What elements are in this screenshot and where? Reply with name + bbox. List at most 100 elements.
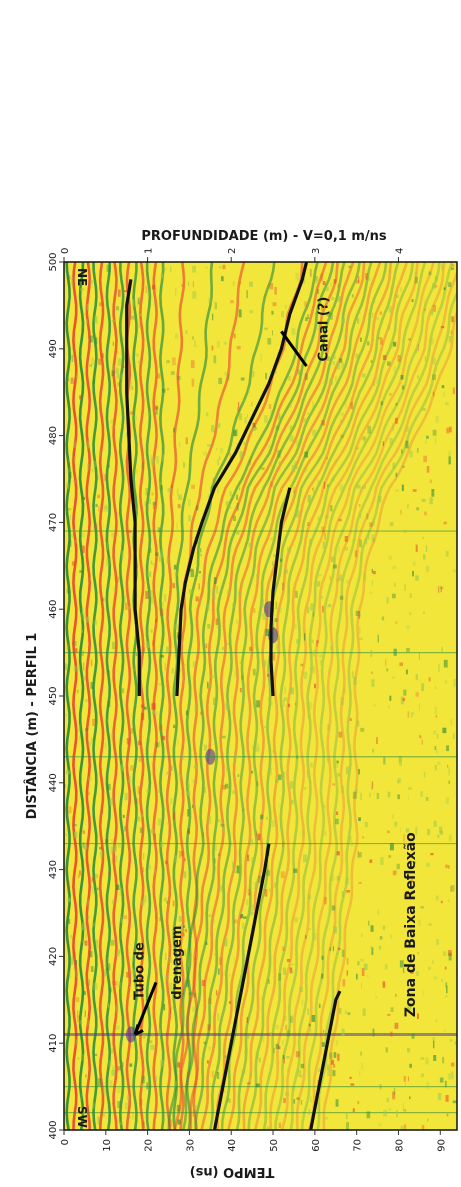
- noise-speck: [361, 1063, 364, 1070]
- noise-speck: [186, 790, 191, 796]
- sw-marker: SW: [75, 1106, 89, 1128]
- noise-speck: [82, 991, 86, 995]
- noise-speck: [157, 683, 162, 686]
- noise-speck: [436, 733, 439, 740]
- noise-speck: [333, 279, 337, 284]
- noise-speck: [324, 896, 327, 905]
- noise-speck: [145, 488, 149, 496]
- noise-speck: [106, 542, 108, 550]
- noise-speck: [261, 467, 265, 470]
- noise-speck: [156, 455, 159, 464]
- noise-speck: [406, 648, 410, 653]
- noise-speck: [213, 698, 215, 705]
- noise-speck: [361, 982, 362, 989]
- noise-speck: [179, 969, 182, 977]
- noise-speck: [452, 1100, 457, 1104]
- noise-speck: [201, 979, 206, 987]
- noise-speck: [394, 417, 398, 424]
- noise-speck: [73, 480, 76, 483]
- noise-speck: [399, 762, 402, 766]
- noise-speck: [115, 367, 119, 374]
- noise-speck: [424, 356, 427, 361]
- noise-speck: [129, 1063, 133, 1067]
- noise-speck: [122, 337, 125, 342]
- noise-speck: [431, 309, 434, 315]
- noise-speck: [444, 1080, 447, 1088]
- noise-speck: [274, 370, 277, 374]
- noise-speck: [326, 456, 328, 460]
- noise-speck: [362, 1008, 366, 1016]
- noise-speck: [398, 756, 402, 763]
- noise-speck: [66, 468, 71, 473]
- noise-speck: [361, 933, 363, 938]
- horizon-line-h3: [269, 487, 292, 697]
- noise-speck: [331, 297, 334, 301]
- noise-speck: [410, 712, 413, 718]
- noise-speck: [452, 569, 457, 573]
- noise-speck: [318, 1003, 321, 1008]
- time-axis-title: TEMPO (ns): [190, 1164, 275, 1179]
- noise-speck: [67, 508, 72, 511]
- noise-speck: [251, 401, 253, 407]
- noise-speck: [110, 846, 115, 854]
- noise-speck: [90, 737, 93, 745]
- noise-speck: [218, 853, 220, 857]
- noise-speck: [146, 1082, 149, 1090]
- noise-speck: [218, 885, 223, 892]
- noise-speck: [90, 659, 93, 667]
- noise-speck: [67, 897, 71, 902]
- horizon-line-h2: [175, 261, 309, 697]
- noise-speck: [369, 522, 373, 527]
- noise-speck: [280, 871, 285, 879]
- noise-speck: [137, 297, 140, 305]
- noise-speck: [301, 999, 304, 1006]
- noise-speck: [112, 980, 117, 985]
- noise-speck: [300, 1063, 305, 1069]
- noise-speck: [400, 509, 402, 515]
- noise-speck: [371, 679, 375, 687]
- noise-speck: [422, 536, 424, 539]
- noise-speck: [361, 967, 365, 976]
- noise-speck: [418, 919, 421, 927]
- noise-speck: [446, 1113, 449, 1117]
- noise-speck: [122, 365, 125, 368]
- noise-speck: [251, 770, 254, 774]
- noise-speck: [422, 990, 424, 996]
- noise-speck: [155, 1075, 157, 1082]
- noise-speck: [341, 949, 345, 957]
- noise-speck: [421, 1125, 425, 1130]
- noise-speck: [117, 1101, 121, 1108]
- noise-speck: [141, 604, 143, 608]
- noise-speck: [89, 577, 91, 580]
- noise-speck: [192, 1006, 196, 1012]
- noise-speck: [107, 464, 110, 468]
- noise-speck: [75, 648, 78, 653]
- noise-speck: [450, 1062, 455, 1067]
- noise-speck: [273, 1047, 275, 1054]
- noise-speck: [291, 464, 296, 473]
- noise-speck: [122, 1061, 124, 1068]
- noise-speck: [193, 765, 198, 769]
- noise-speck: [350, 402, 354, 410]
- reflection-band: [98, 262, 105, 1130]
- noise-speck: [82, 842, 85, 848]
- noise-speck: [435, 416, 440, 423]
- noise-speck: [399, 960, 404, 968]
- noise-speck: [160, 1059, 165, 1068]
- noise-speck: [448, 450, 452, 457]
- noise-speck: [378, 1123, 382, 1127]
- noise-speck: [217, 1013, 220, 1021]
- noise-speck: [433, 730, 437, 735]
- noise-speck: [382, 981, 386, 988]
- noise-speck: [88, 791, 90, 796]
- noise-speck: [392, 870, 397, 876]
- noise-speck: [395, 403, 398, 406]
- noise-speck: [360, 513, 362, 519]
- noise-speck: [335, 760, 339, 768]
- noise-speck: [314, 683, 316, 689]
- noise-speck: [388, 306, 392, 313]
- noise-speck: [371, 784, 373, 791]
- noise-speck: [242, 922, 245, 929]
- noise-speck: [411, 299, 414, 302]
- noise-speck: [359, 337, 362, 342]
